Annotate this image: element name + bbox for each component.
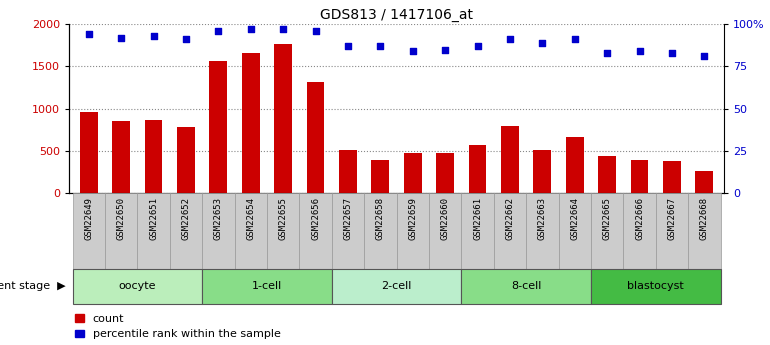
- Bar: [526, 193, 558, 269]
- Bar: [300, 193, 332, 269]
- Text: GSM22654: GSM22654: [246, 197, 255, 240]
- Bar: [203, 193, 235, 269]
- Bar: [274, 45, 292, 193]
- Legend: count, percentile rank within the sample: count, percentile rank within the sample: [75, 314, 280, 339]
- Bar: [137, 193, 169, 269]
- Text: GSM22662: GSM22662: [505, 197, 514, 240]
- Bar: [695, 171, 713, 193]
- Bar: [663, 161, 681, 193]
- Point: [471, 43, 484, 49]
- Bar: [364, 193, 397, 269]
- Bar: [501, 126, 519, 193]
- Bar: [209, 61, 227, 193]
- Text: GSM22655: GSM22655: [279, 197, 288, 240]
- Text: GSM22657: GSM22657: [343, 197, 353, 240]
- Point: [439, 47, 451, 52]
- Bar: [306, 82, 324, 193]
- Text: GSM22650: GSM22650: [116, 197, 126, 240]
- Bar: [169, 193, 203, 269]
- Bar: [469, 145, 487, 193]
- Point: [504, 37, 516, 42]
- Point: [666, 50, 678, 56]
- Bar: [72, 269, 203, 304]
- Point: [568, 37, 581, 42]
- Text: 2-cell: 2-cell: [381, 282, 412, 291]
- Bar: [461, 269, 591, 304]
- Text: GSM22649: GSM22649: [84, 197, 93, 240]
- Text: development stage  ▶: development stage ▶: [0, 282, 65, 291]
- Bar: [461, 193, 494, 269]
- Bar: [494, 193, 526, 269]
- Bar: [339, 150, 357, 193]
- Point: [601, 50, 614, 56]
- Text: GSM22658: GSM22658: [376, 197, 385, 240]
- Point: [536, 40, 548, 46]
- Bar: [332, 269, 461, 304]
- Bar: [656, 193, 688, 269]
- Point: [147, 33, 159, 39]
- Point: [115, 35, 127, 40]
- Bar: [591, 193, 624, 269]
- Bar: [177, 127, 195, 193]
- Text: GSM22656: GSM22656: [311, 197, 320, 240]
- Bar: [591, 269, 721, 304]
- Text: GSM22653: GSM22653: [214, 197, 223, 240]
- Bar: [80, 112, 98, 193]
- Point: [407, 48, 419, 54]
- Point: [245, 27, 257, 32]
- Bar: [558, 193, 591, 269]
- Bar: [598, 156, 616, 193]
- Bar: [72, 193, 105, 269]
- Bar: [242, 53, 259, 193]
- Bar: [534, 150, 551, 193]
- Text: GSM22666: GSM22666: [635, 197, 644, 240]
- Bar: [203, 269, 332, 304]
- Text: GSM22661: GSM22661: [473, 197, 482, 240]
- Point: [82, 31, 95, 37]
- Bar: [105, 193, 137, 269]
- Bar: [437, 152, 454, 193]
- Bar: [403, 154, 422, 193]
- Text: GSM22659: GSM22659: [408, 197, 417, 240]
- Bar: [371, 160, 390, 193]
- Bar: [397, 193, 429, 269]
- Point: [213, 28, 225, 34]
- Bar: [429, 193, 461, 269]
- Title: GDS813 / 1417106_at: GDS813 / 1417106_at: [320, 8, 473, 22]
- Bar: [624, 193, 656, 269]
- Text: GSM22663: GSM22663: [538, 197, 547, 240]
- Bar: [235, 193, 267, 269]
- Bar: [145, 120, 162, 193]
- Text: GSM22660: GSM22660: [440, 197, 450, 240]
- Text: oocyte: oocyte: [119, 282, 156, 291]
- Bar: [332, 193, 364, 269]
- Text: blastocyst: blastocyst: [628, 282, 684, 291]
- Text: GSM22652: GSM22652: [182, 197, 190, 240]
- Text: GSM22651: GSM22651: [149, 197, 158, 240]
- Text: 1-cell: 1-cell: [252, 282, 282, 291]
- Text: GSM22664: GSM22664: [571, 197, 579, 240]
- Point: [179, 37, 192, 42]
- Text: GSM22665: GSM22665: [603, 197, 611, 240]
- Bar: [267, 193, 300, 269]
- Text: GSM22668: GSM22668: [700, 197, 709, 240]
- Point: [374, 43, 387, 49]
- Text: 8-cell: 8-cell: [511, 282, 541, 291]
- Point: [698, 53, 711, 59]
- Bar: [112, 121, 130, 193]
- Text: GSM22667: GSM22667: [668, 197, 677, 240]
- Point: [342, 43, 354, 49]
- Bar: [631, 160, 648, 193]
- Bar: [688, 193, 721, 269]
- Point: [310, 28, 322, 34]
- Bar: [566, 137, 584, 193]
- Point: [634, 48, 646, 54]
- Point: [277, 27, 290, 32]
